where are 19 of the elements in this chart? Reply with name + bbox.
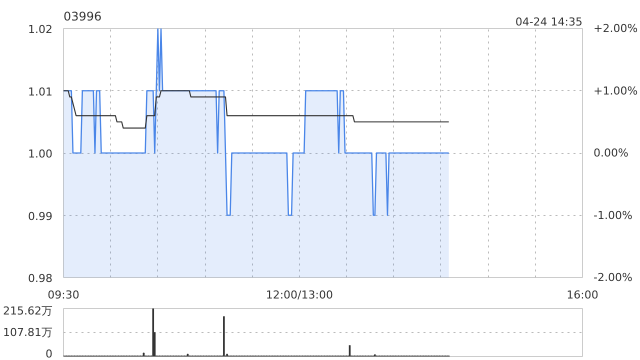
y-tick-label: 0 [46, 348, 52, 360]
y-tick-label: 1.02 [28, 23, 53, 36]
y-tick-label: 0.98 [28, 272, 53, 285]
chart-title: 03996 [64, 10, 102, 24]
y2-tick-label: +2.00% [594, 22, 638, 35]
y2-tick-label: -2.00% [594, 271, 632, 284]
y2-tick-label: -1.00% [594, 208, 632, 222]
y2-tick-label: 0.00% [594, 146, 628, 160]
x-tick-label: 16:00 [566, 288, 598, 302]
y-tick-label: 107.81万 [3, 326, 53, 339]
annotation: 04-24 14:35 [515, 16, 583, 28]
y-tick-label: 1.01 [28, 85, 53, 98]
x-tick-label: 12:00/13:00 [266, 288, 333, 302]
y-tick-label: 1.00 [28, 148, 53, 160]
line-series [64, 90, 450, 129]
y2-tick-label: +1.00% [594, 84, 638, 98]
y-tick-label: 215.62万 [3, 304, 53, 318]
x-tick-label: 09:30 [48, 288, 80, 302]
y-tick-label: 0.99 [28, 210, 53, 223]
